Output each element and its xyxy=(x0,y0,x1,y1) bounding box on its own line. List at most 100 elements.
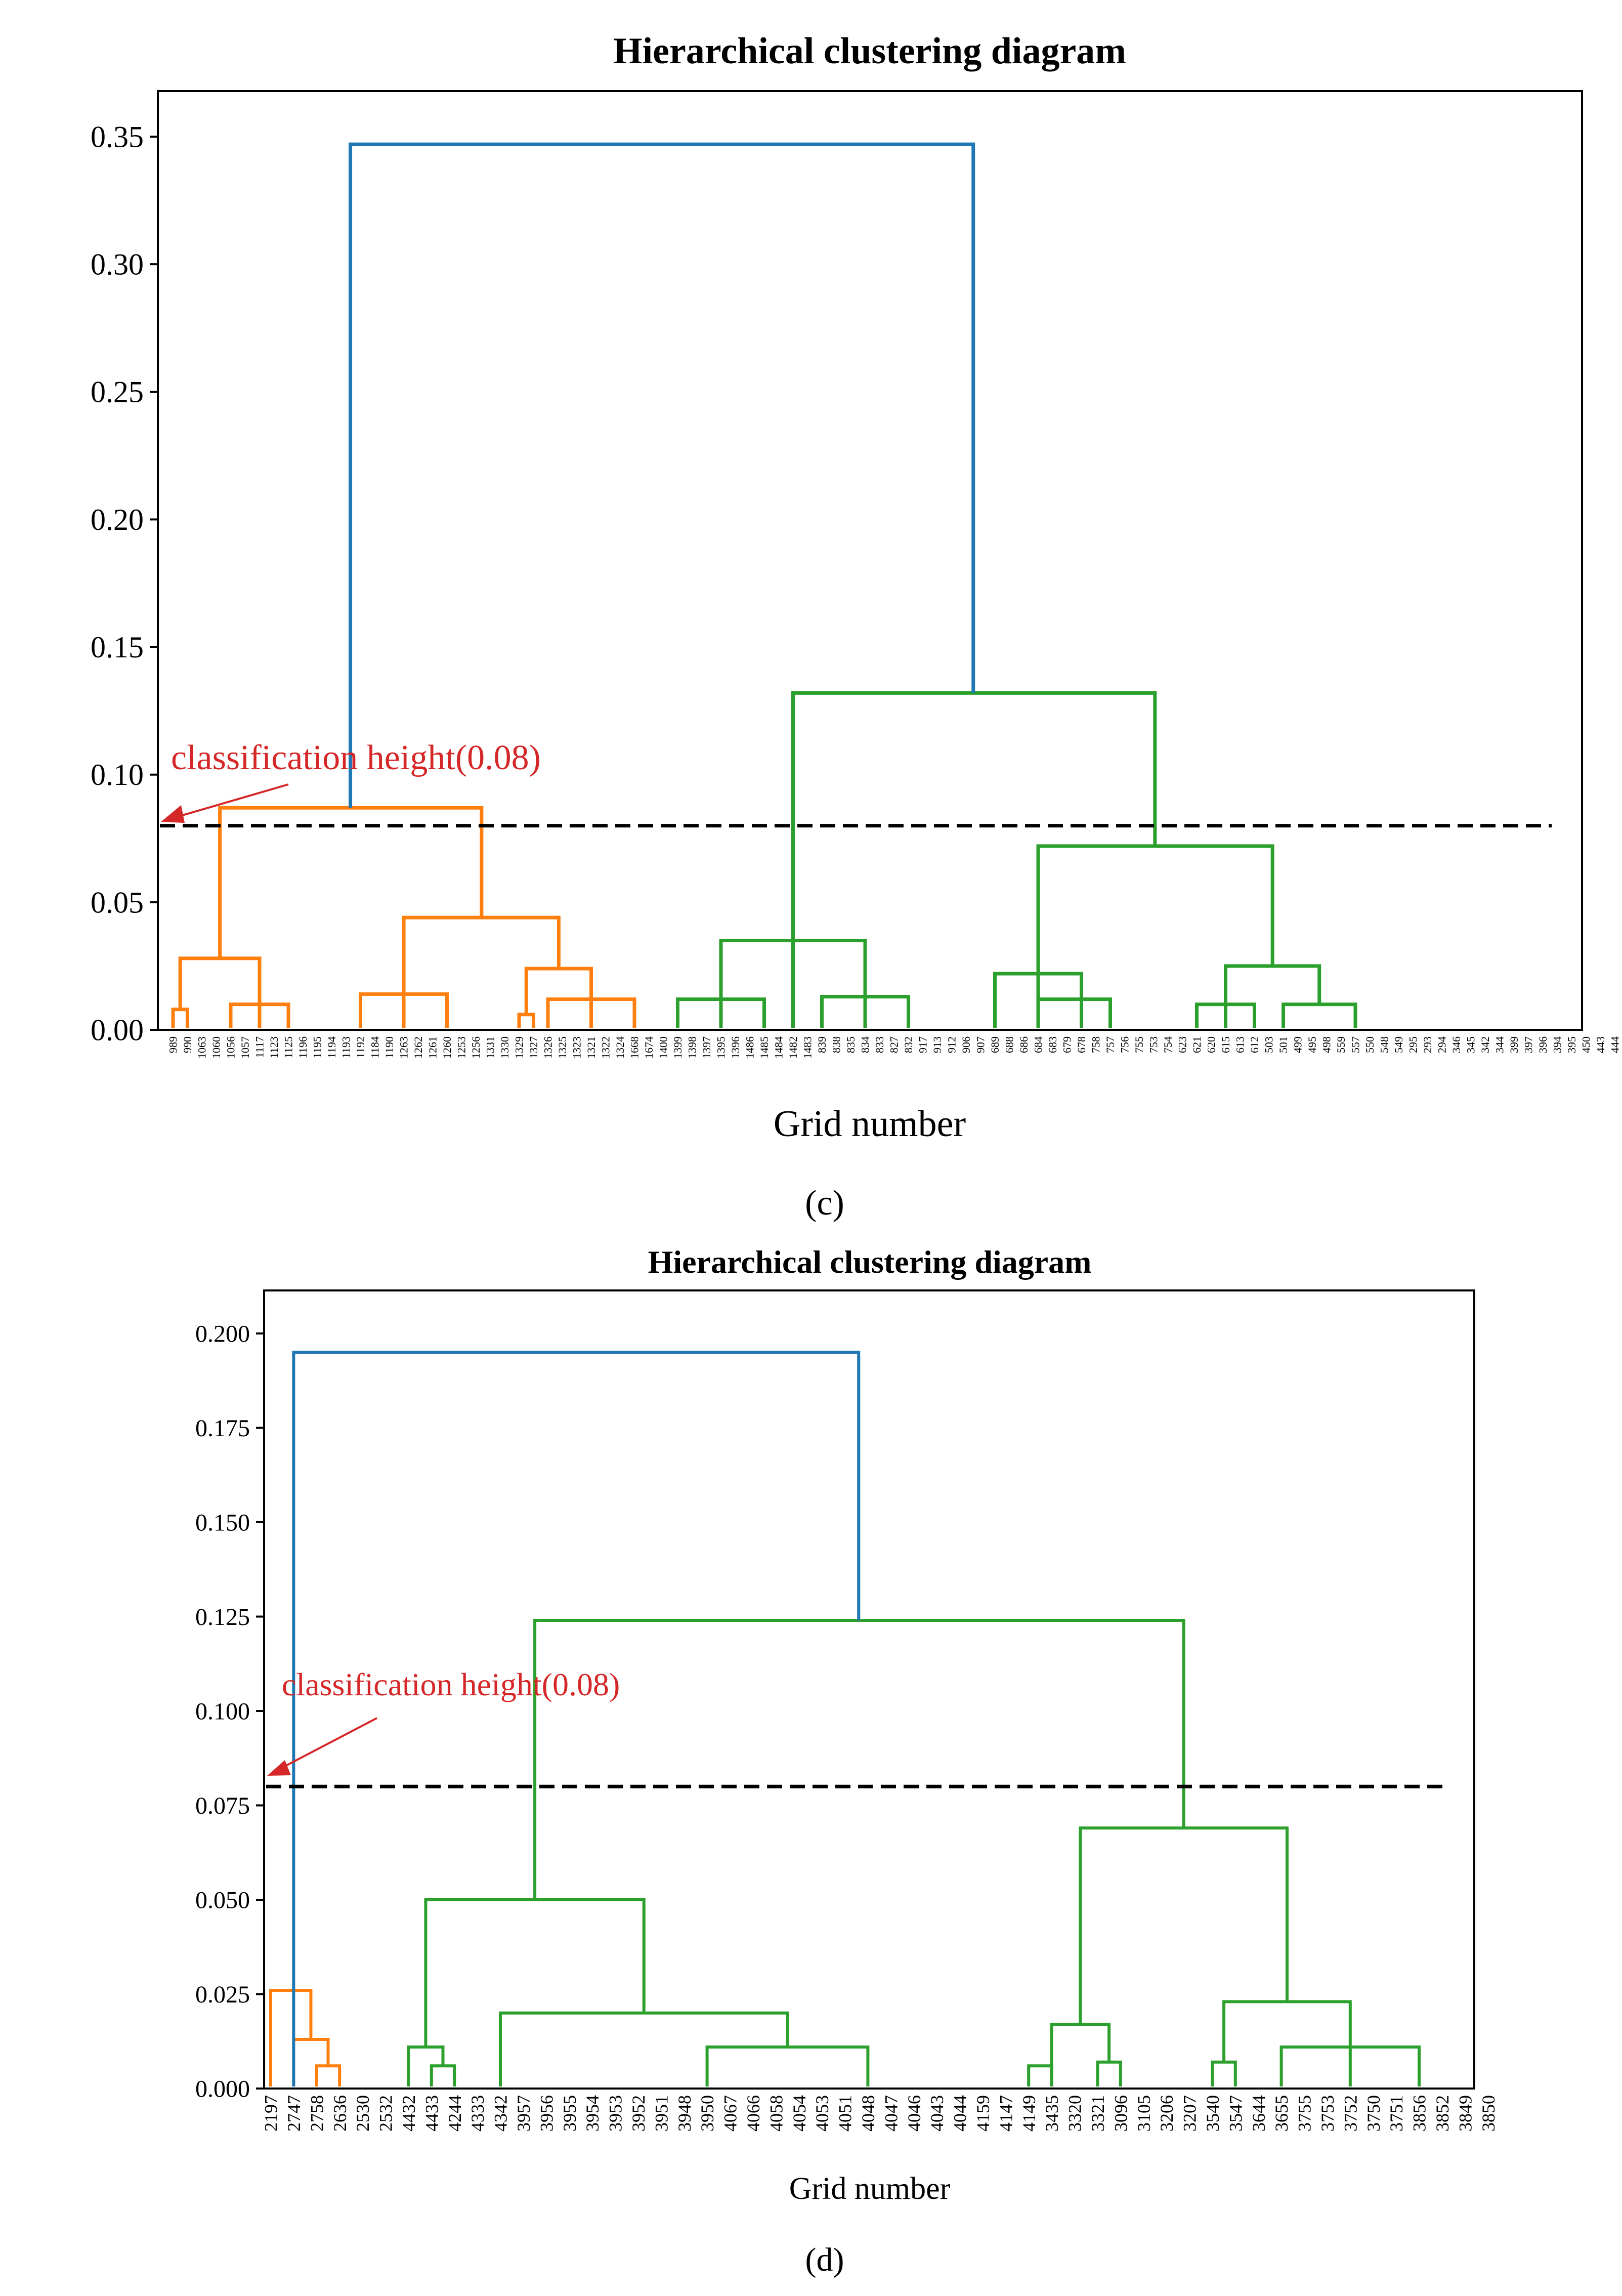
leaf-label: 4053 xyxy=(812,2095,832,2132)
leaf-label: 1261 xyxy=(426,1036,439,1059)
y-tick-label: 0.100 xyxy=(195,1698,250,1725)
dendrogram-link xyxy=(1036,997,1112,1028)
dendrogram-link xyxy=(218,806,484,958)
leaf-label: 827 xyxy=(888,1036,901,1053)
leaf-label: 295 xyxy=(1407,1036,1420,1053)
leaf-label: 1322 xyxy=(600,1036,612,1059)
leaf-label: 550 xyxy=(1363,1036,1376,1053)
leaf-label: 912 xyxy=(946,1036,958,1053)
leaf-label: 1325 xyxy=(556,1036,569,1059)
leaf-label: 4066 xyxy=(743,2095,763,2132)
dendrogram-links xyxy=(269,1351,1421,2086)
dendrogram-link xyxy=(269,1989,313,2086)
leaf-label: 755 xyxy=(1133,1036,1145,1053)
leaf-label: 757 xyxy=(1104,1036,1117,1053)
leaf-label: 1262 xyxy=(412,1036,424,1059)
leaf-label: 1195 xyxy=(311,1036,324,1058)
chart-title: Hierarchical clustering diagram xyxy=(648,1244,1092,1280)
leaf-label: 1256 xyxy=(469,1036,482,1059)
leaf-label: 495 xyxy=(1306,1036,1318,1053)
leaf-label: 4342 xyxy=(491,2095,511,2132)
leaf-label: 1331 xyxy=(484,1036,497,1059)
y-tick-label: 0.200 xyxy=(195,1320,250,1347)
leaf-label: 1123 xyxy=(268,1036,280,1058)
leaf-label: 4043 xyxy=(927,2095,947,2132)
leaf-label: 3655 xyxy=(1271,2095,1292,2132)
leaf-label: 684 xyxy=(1032,1036,1045,1053)
leaf-label: 1486 xyxy=(744,1036,756,1059)
leaf-label: 557 xyxy=(1349,1036,1362,1053)
leaf-label: 623 xyxy=(1176,1036,1189,1053)
leaf-label: 4048 xyxy=(858,2095,878,2132)
leaf-label: 833 xyxy=(873,1036,886,1053)
leaf-label: 758 xyxy=(1090,1036,1102,1053)
dendrogram-link xyxy=(292,2038,330,2086)
leaf-label: 3953 xyxy=(606,2095,626,2132)
y-tick-label: 0.000 xyxy=(195,2075,250,2102)
leaf-label: 1324 xyxy=(614,1036,626,1059)
leaf-label: 443 xyxy=(1594,1036,1607,1053)
dendrogram-links xyxy=(171,142,1357,1028)
leaf-label: 1482 xyxy=(787,1036,799,1059)
leaf-label: 4147 xyxy=(996,2095,1016,2132)
dendrogram-link xyxy=(424,1898,646,2047)
y-axis: 0.000 0.025 0.050 0.075 0.100 0.125 0.150 0.175… xyxy=(195,1320,264,2102)
leaf-label: 913 xyxy=(931,1036,944,1053)
dendrogram-link xyxy=(705,2045,870,2086)
leaf-label: 4149 xyxy=(1019,2095,1039,2132)
x-axis-label: Grid number xyxy=(789,2172,951,2206)
leaf-label: 4047 xyxy=(881,2095,901,2132)
dendrogram-link xyxy=(791,691,1157,1028)
leaf-label: 549 xyxy=(1392,1036,1405,1053)
figure-caption-d: (d) xyxy=(805,2241,844,2278)
annotation-arrow-shaft xyxy=(172,783,289,819)
leaf-label: 4333 xyxy=(467,2095,488,2132)
leaf-label: 1323 xyxy=(571,1036,583,1059)
leaf-label: 1326 xyxy=(542,1036,554,1059)
leaf-label: 294 xyxy=(1436,1036,1448,1053)
x-axis-leaf-labels: 989 990 1063 1060 1056 1057 1117 1123 1125 1196 11… xyxy=(167,1036,1621,1059)
leaf-label: 3105 xyxy=(1134,2095,1154,2132)
dendrogram-link xyxy=(349,142,975,808)
leaf-label: 1125 xyxy=(282,1036,295,1058)
leaf-label: 4433 xyxy=(421,2095,442,2132)
x-axis-leaf-labels: 2197 2747 2758 2636 2530 2532 4432 4433 4244 4333… xyxy=(261,2095,1499,2132)
leaf-label: 1196 xyxy=(296,1036,309,1058)
leaf-label: 906 xyxy=(960,1036,972,1053)
leaf-label: 3954 xyxy=(582,2095,603,2132)
leaf-label: 498 xyxy=(1320,1036,1333,1053)
y-tick-label: 0.20 xyxy=(91,503,144,536)
leaf-label: 1056 xyxy=(225,1036,237,1059)
leaf-label: 1329 xyxy=(513,1036,526,1059)
y-tick-label: 0.25 xyxy=(91,375,144,409)
y-tick-label: 0.125 xyxy=(195,1604,250,1631)
leaf-label: 2197 xyxy=(261,2095,281,2132)
leaf-label: 4051 xyxy=(835,2095,856,2132)
leaf-label: 499 xyxy=(1292,1036,1304,1053)
y-tick-label: 0.00 xyxy=(91,1013,144,1047)
leaf-label: 293 xyxy=(1421,1036,1434,1053)
y-tick-label: 0.025 xyxy=(195,1981,250,2008)
y-tick-label: 0.10 xyxy=(91,758,144,791)
y-axis: 0.00 0.05 0.10 0.15 0.20 0.25 0.30 0.35 xyxy=(91,120,158,1047)
leaf-label: 615 xyxy=(1219,1036,1232,1053)
x-axis-label: Grid number xyxy=(774,1103,966,1145)
leaf-label: 3752 xyxy=(1340,2095,1360,2132)
leaf-label: 1400 xyxy=(657,1036,670,1059)
leaf-label: 1260 xyxy=(441,1036,453,1059)
leaf-label: 1184 xyxy=(369,1036,381,1058)
dendrogram-link xyxy=(171,1008,189,1028)
leaf-label: 345 xyxy=(1465,1036,1477,1053)
leaf-label: 917 xyxy=(917,1036,929,1053)
leaf-label: 612 xyxy=(1248,1036,1261,1053)
leaf-label: 4054 xyxy=(789,2095,809,2132)
leaf-label: 1192 xyxy=(354,1036,367,1058)
leaf-label: 396 xyxy=(1536,1036,1549,1053)
leaf-label: 2758 xyxy=(307,2095,327,2132)
leaf-label: 756 xyxy=(1119,1036,1131,1053)
leaf-label: 4046 xyxy=(904,2095,924,2132)
leaf-label: 1398 xyxy=(686,1036,699,1059)
leaf-label: 4159 xyxy=(973,2095,993,2132)
leaf-label: 3955 xyxy=(560,2095,580,2132)
